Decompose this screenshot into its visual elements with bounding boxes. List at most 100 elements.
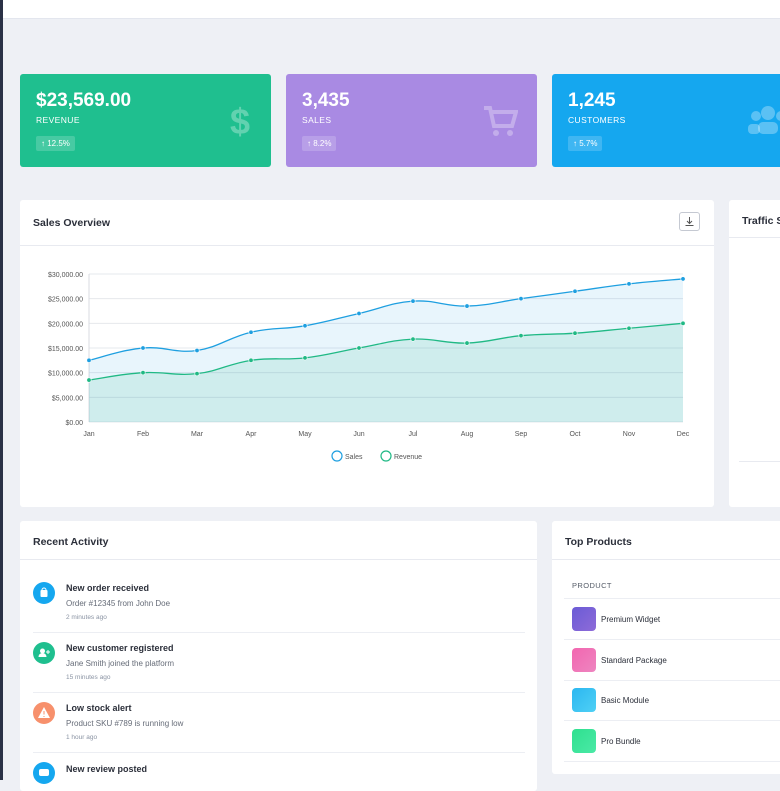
x-tick-label: Aug (461, 431, 474, 438)
y-tick-label: $30,000.00 (48, 272, 83, 279)
point (356, 345, 362, 351)
card-title: Traffic S (742, 215, 780, 227)
divider (729, 237, 780, 238)
x-tick-label: Jan (83, 431, 94, 438)
activity-icon (33, 582, 55, 604)
point (572, 330, 578, 336)
stat-value: 1,245 (568, 90, 616, 111)
x-tick-label: Dec (677, 431, 690, 438)
point (464, 340, 470, 346)
activity-icon (33, 762, 55, 784)
point (140, 345, 146, 351)
area (89, 323, 683, 422)
line (88, 278, 684, 361)
point (626, 281, 632, 287)
stat-change: ↑ 12.5% (36, 136, 75, 151)
activity-description: Jane Smith joined the platform (66, 659, 175, 668)
stat-label: CUSTOMERS (568, 115, 626, 125)
product-name: Basic Module (601, 696, 650, 705)
divider (20, 245, 714, 246)
x-tick-label: Sep (515, 431, 528, 438)
product-icon (572, 729, 596, 753)
point (194, 371, 200, 377)
point (302, 355, 308, 361)
stat-change: ↑ 5.7% (568, 136, 603, 151)
y-tick-label: $0.00 (65, 420, 83, 427)
x-tick-label: Jun (353, 431, 364, 438)
point (464, 303, 470, 309)
stat-card: 1,245 CUSTOMERS ↑ 5.7% (552, 74, 780, 167)
stat-label: REVENUE (36, 115, 80, 125)
stat-icon (484, 106, 518, 136)
stat-icon: $ (230, 102, 250, 142)
point (248, 357, 254, 363)
x-tick-label: Jul (409, 431, 418, 438)
point (248, 329, 254, 335)
divider (564, 720, 780, 721)
product-icon (572, 688, 596, 712)
divider (739, 461, 780, 462)
stat-card: $23,569.00 REVENUE ↑ 12.5% $ (20, 74, 271, 167)
activity-title: New review posted (66, 764, 148, 774)
stat-label: SALES (302, 115, 332, 125)
point (356, 310, 362, 316)
point (626, 325, 632, 331)
activity-description: Product SKU #789 is running low (66, 719, 184, 728)
point (410, 298, 416, 304)
product-icon (572, 648, 596, 672)
x-tick-label: Mar (191, 431, 204, 438)
sales-overview-card: Sales Overview $0.00 $5,000.00 $10,000.00 $… (20, 200, 714, 507)
sidebar-edge (0, 0, 3, 780)
legend-swatch (380, 450, 392, 462)
divider (564, 598, 780, 599)
table-header: PRODUCT (572, 581, 612, 590)
divider (33, 752, 525, 753)
area (89, 278, 683, 422)
product-name: Premium Widget (601, 615, 661, 624)
divider (564, 680, 780, 681)
divider (33, 632, 525, 633)
stat-card: 3,435 SALES ↑ 8.2% (286, 74, 537, 167)
activity-title: New order received (66, 583, 150, 593)
divider (564, 639, 780, 640)
x-tick-label: May (298, 431, 312, 438)
activity-description: Order #12345 from John Doe (66, 599, 171, 608)
point (194, 347, 200, 353)
point (140, 370, 146, 376)
point (410, 336, 416, 342)
svg-text:$: $ (230, 102, 250, 142)
point (518, 333, 524, 339)
line-chart: $0.00 $5,000.00 $10,000.00 $15,000.00 $20,00… (48, 272, 690, 462)
x-tick-label: Oct (570, 431, 581, 438)
activity-title: Low stock alert (66, 703, 132, 713)
y-tick-label: $25,000.00 (48, 297, 83, 304)
point (680, 276, 686, 282)
y-tick-label: $20,000.00 (48, 321, 83, 328)
activity-time: 2 minutes ago (66, 614, 107, 621)
x-tick-label: Nov (623, 431, 636, 438)
product-name: Pro Bundle (601, 737, 641, 746)
x-tick-label: Feb (137, 431, 149, 438)
point (680, 320, 686, 326)
activity-time: 15 minutes ago (66, 674, 111, 681)
traffic-card: Traffic S (729, 200, 780, 507)
y-tick-label: $5,000.00 (52, 395, 83, 402)
card-title: Top Products (565, 536, 632, 548)
y-tick-label: $15,000.00 (48, 346, 83, 353)
point (86, 357, 92, 363)
legend-label: Sales (345, 454, 363, 461)
divider (20, 559, 537, 560)
legend-label: Revenue (394, 454, 422, 461)
card-title: Sales Overview (33, 217, 111, 229)
stat-icon (748, 106, 780, 134)
point (518, 296, 524, 302)
download-button[interactable] (679, 212, 700, 231)
top-products-card: Top Products PRODUCT Premium Widget Stan… (552, 521, 780, 774)
stat-value: $23,569.00 (36, 90, 132, 111)
download-icon (685, 217, 694, 226)
divider (552, 559, 780, 560)
stat-value: 3,435 (302, 90, 350, 111)
y-tick-label: $10,000.00 (48, 371, 83, 378)
product-icon (572, 607, 596, 631)
